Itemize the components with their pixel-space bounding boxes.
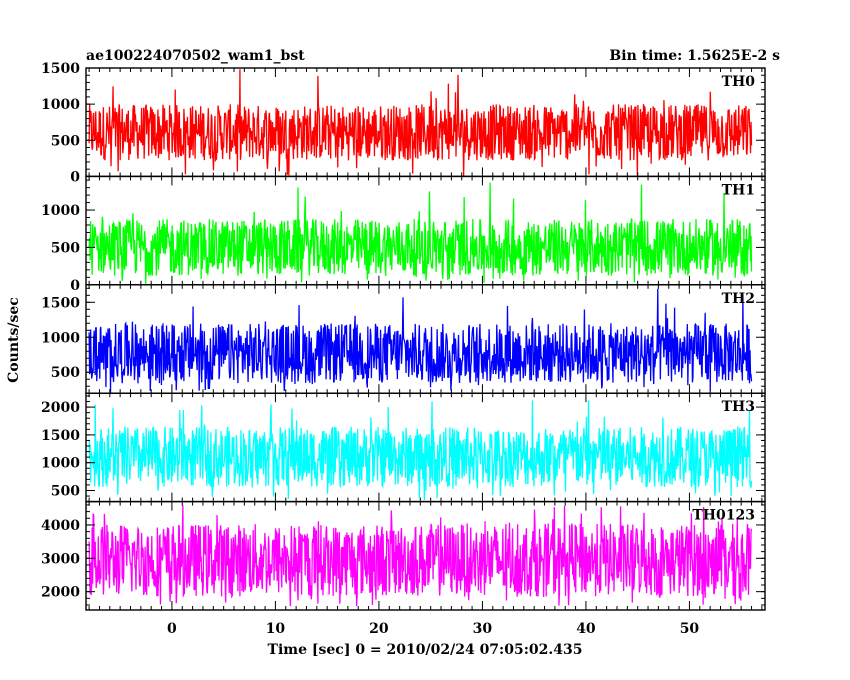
series-th3-line: [88, 400, 753, 501]
panel-label-th3: TH3: [722, 399, 755, 415]
chart-title-right: Bin time: 1.5625E-2 s: [609, 48, 780, 64]
y-tick-label: 1500: [41, 295, 80, 311]
y-tick-label: 500: [51, 133, 80, 149]
y-tick-label: 1000: [41, 203, 80, 219]
y-tick-label: 2000: [41, 400, 80, 416]
x-tick-label: 30: [473, 621, 493, 637]
series-th1-line: [88, 182, 753, 284]
series-th2-line: [88, 288, 753, 393]
x-tick-label: 40: [576, 621, 596, 637]
y-tick-label: 1500: [41, 428, 80, 444]
y-tick-label: 0: [70, 169, 80, 185]
panel-frame-th0123: [85, 500, 766, 611]
x-tick-label: 50: [680, 621, 700, 637]
x-tick-label: 0: [167, 621, 177, 637]
panel-label-th1: TH1: [722, 182, 755, 198]
y-tick-label: 1500: [41, 61, 80, 77]
panel-label-th2: TH2: [722, 291, 755, 307]
y-tick-label: 0: [70, 278, 80, 294]
x-axis-label: Time [sec] 0 = 2010/02/24 07:05:02.435: [268, 642, 583, 658]
y-tick-label: 4000: [41, 518, 80, 534]
series-th0123-line: [88, 505, 753, 606]
x-tick-label: 10: [266, 621, 286, 637]
y-tick-label: 1000: [41, 330, 80, 346]
series-th0-line: [88, 69, 753, 177]
panel-label-th0: TH0: [722, 74, 756, 90]
x-tick-label: 20: [369, 621, 389, 637]
y-tick-label: 500: [51, 365, 80, 381]
y-tick-label: 500: [51, 483, 80, 499]
y-tick-label: 3000: [41, 551, 80, 567]
chart-title-left: ae100224070502_wam1_bst: [86, 48, 305, 64]
y-tick-label: 1000: [41, 97, 80, 113]
y-axis-label: Counts/sec: [6, 297, 22, 383]
panel-label-th0123: TH0123: [692, 508, 755, 524]
y-tick-label: 1000: [41, 456, 80, 472]
y-tick-label: 2000: [41, 585, 80, 601]
y-tick-label: 500: [51, 240, 80, 256]
